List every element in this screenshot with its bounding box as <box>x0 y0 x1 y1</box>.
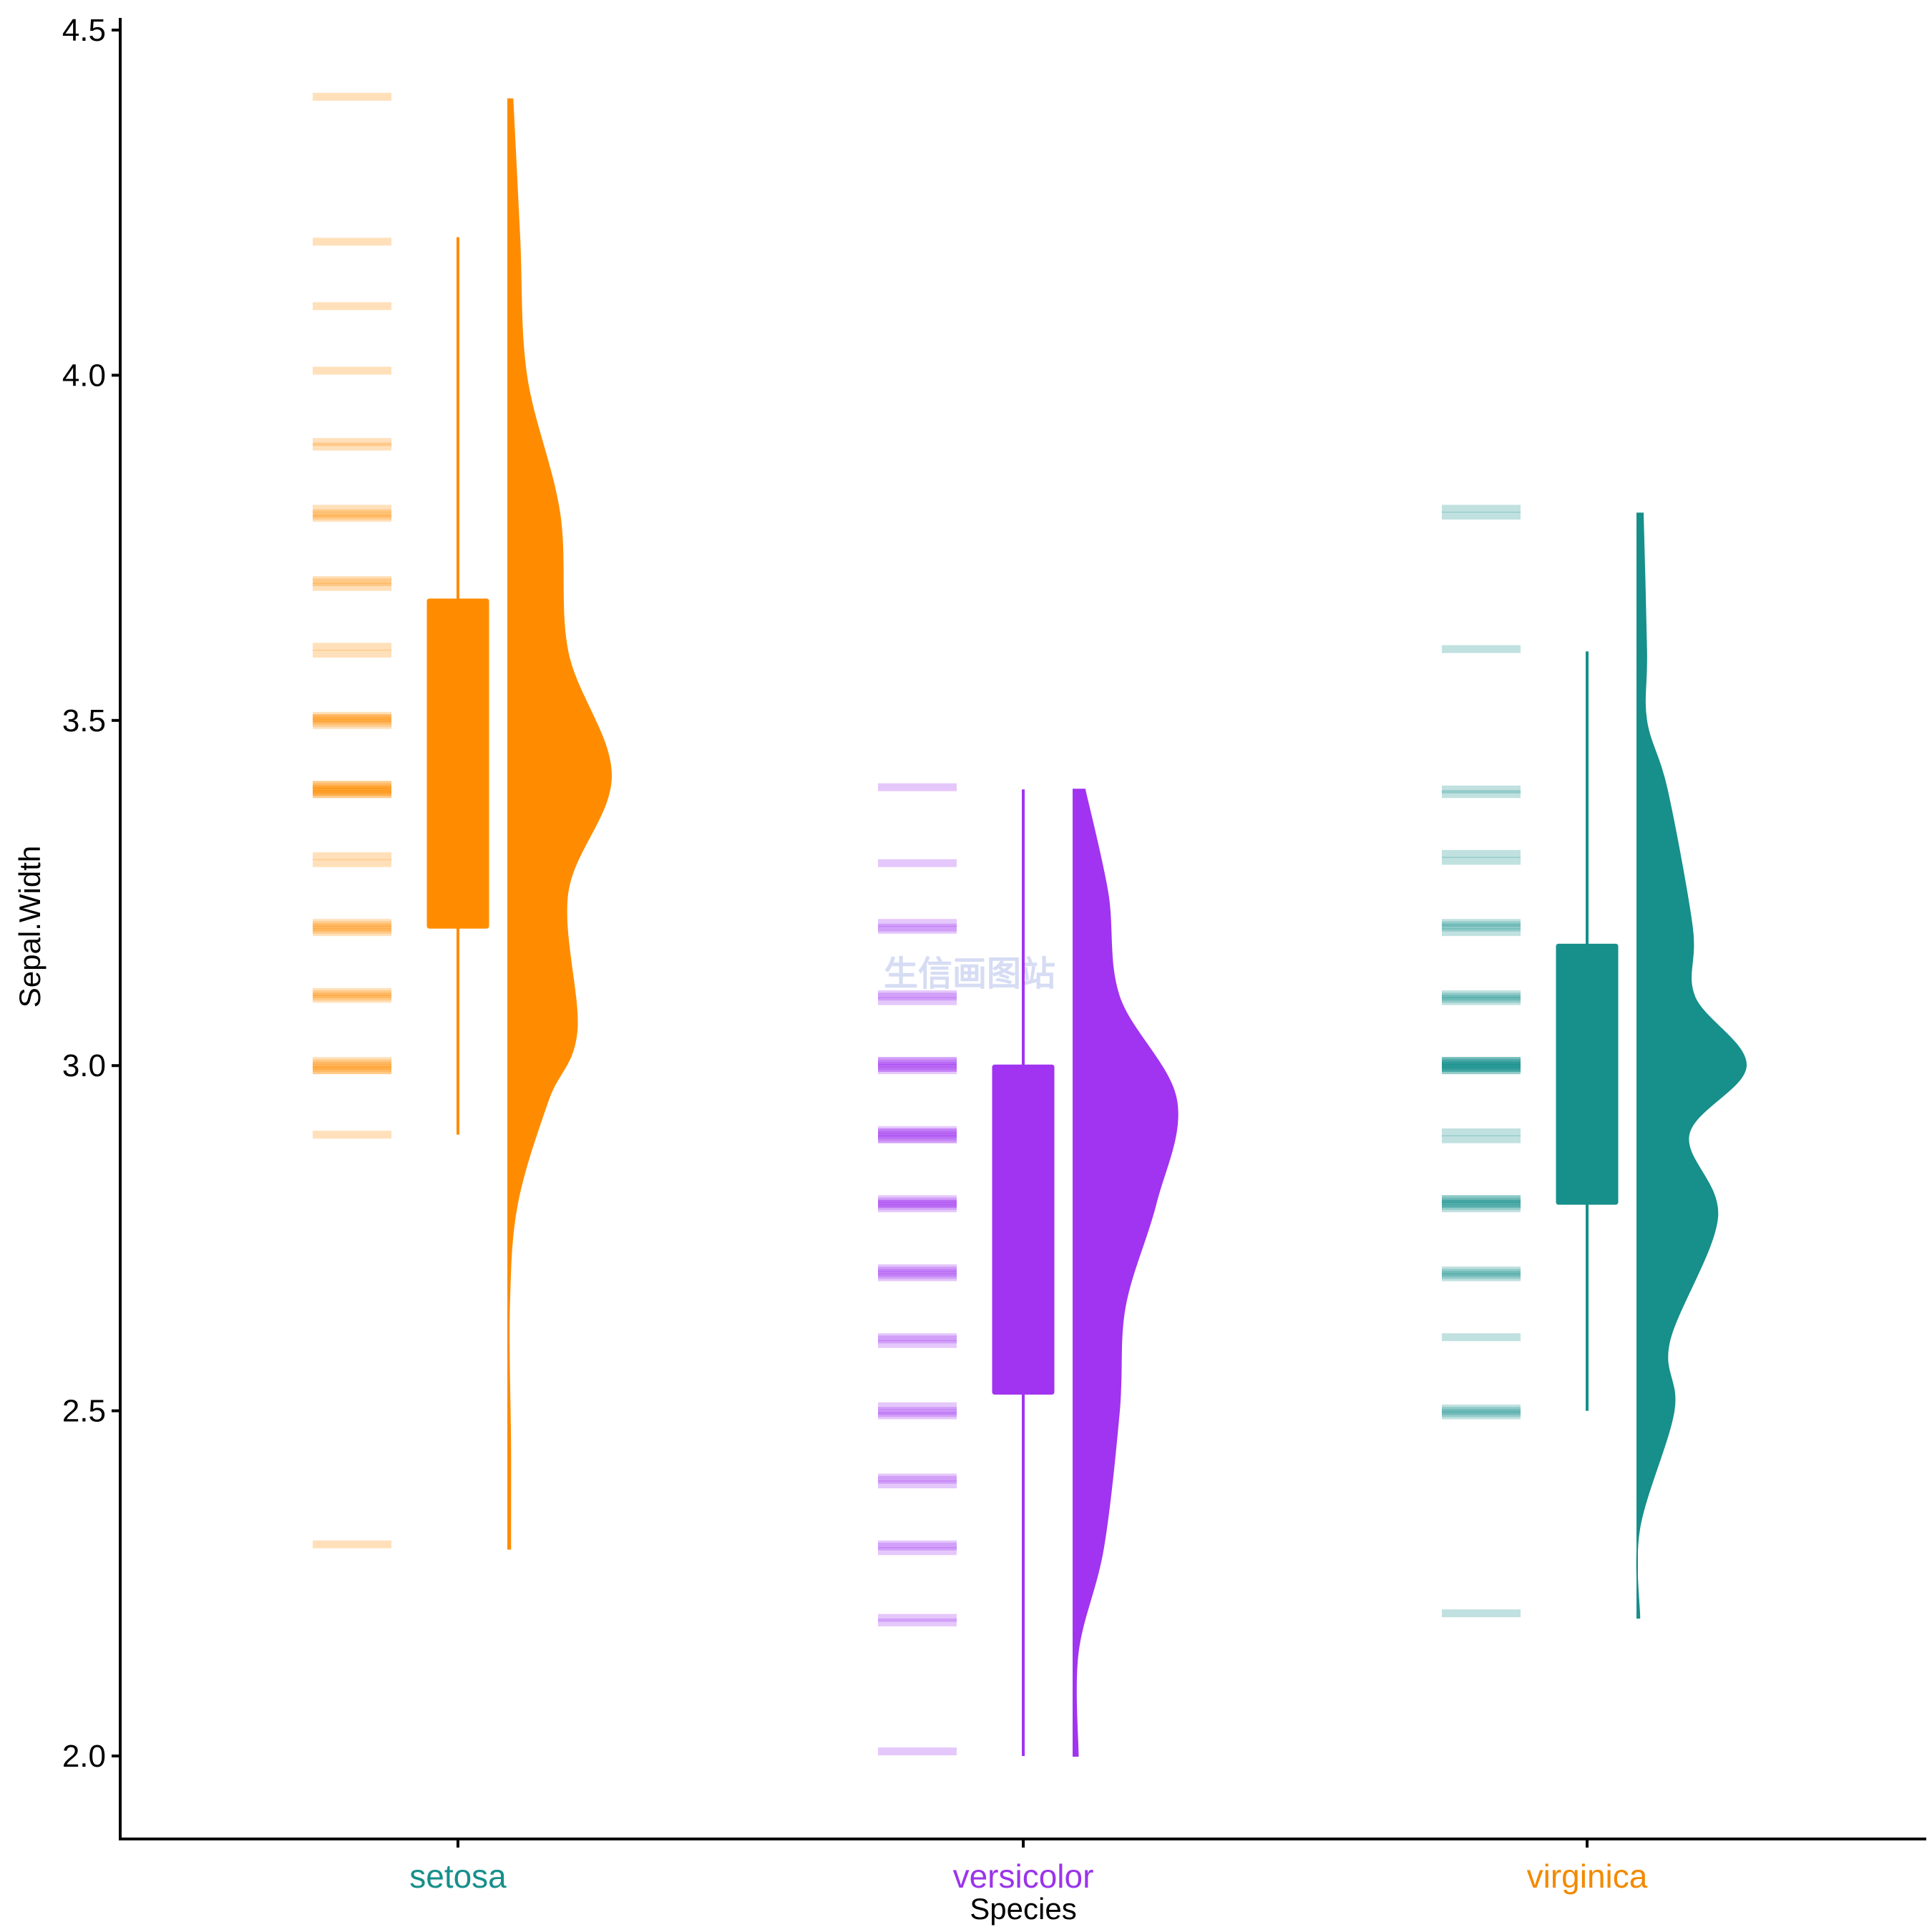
setosa-density-cloud <box>507 98 613 1550</box>
y-tick-label: 4.0 <box>62 358 106 393</box>
y-tick-label: 3.0 <box>62 1048 106 1083</box>
x-category-label: setosa <box>409 1858 507 1895</box>
y-tick-label: 2.0 <box>62 1739 106 1774</box>
y-axis-title: Sepal.Width <box>13 846 47 1008</box>
y-tick-label: 2.5 <box>62 1394 106 1429</box>
setosa-box <box>426 598 489 929</box>
watermark-text: 生信画图站 <box>884 954 1055 994</box>
virginica-density-cloud <box>1636 512 1747 1619</box>
x-category-label: virginica <box>1527 1858 1648 1895</box>
virginica-box <box>1556 943 1619 1205</box>
y-tick-label: 3.5 <box>62 703 106 738</box>
x-axis-title: Species <box>970 1892 1076 1926</box>
x-category-label: versicolor <box>953 1858 1094 1895</box>
versicolor-density-cloud <box>1073 789 1179 1757</box>
versicolor-box <box>992 1064 1055 1395</box>
y-tick-label: 4.5 <box>62 13 106 48</box>
